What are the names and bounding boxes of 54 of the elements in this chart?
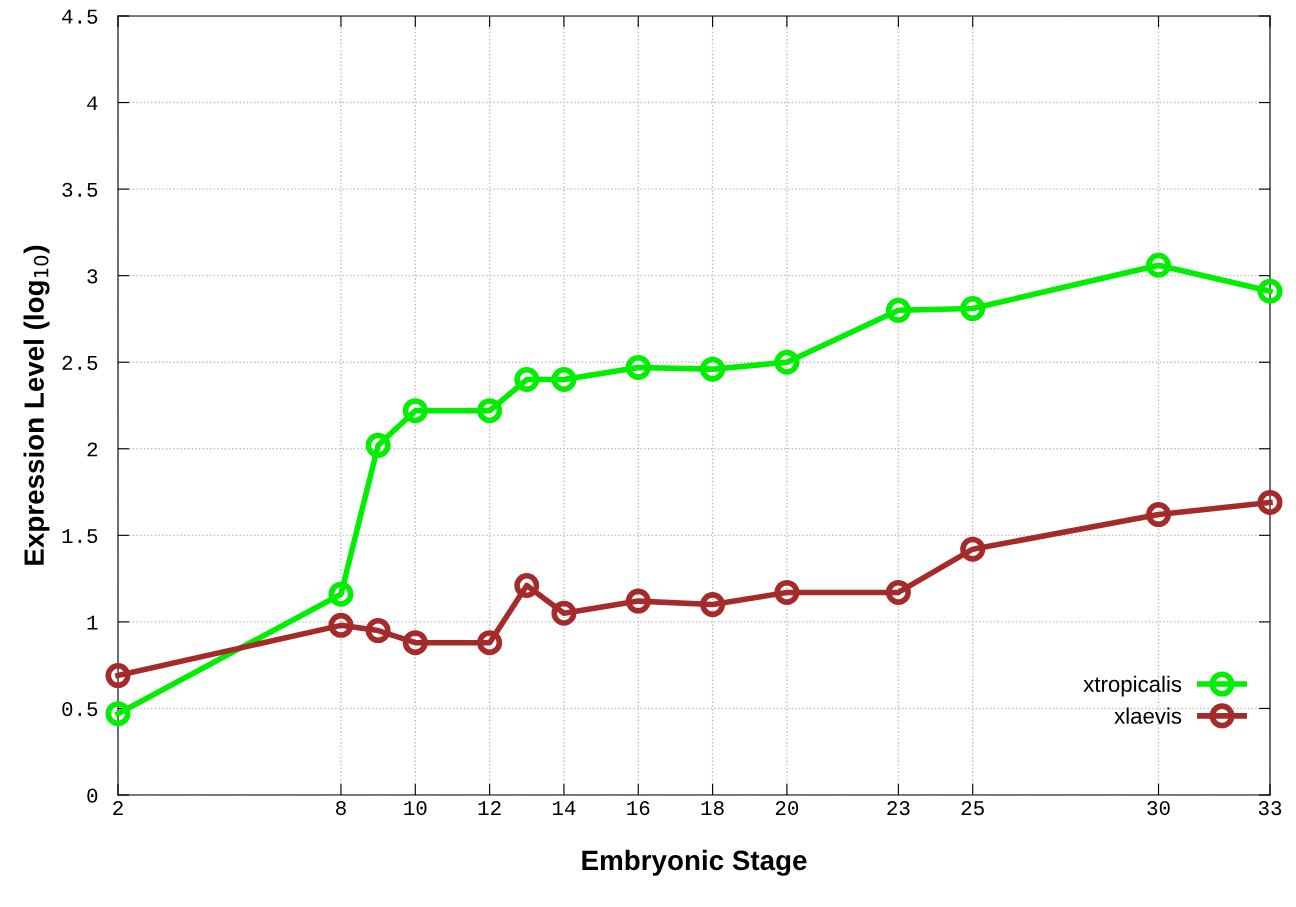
point [885,579,911,605]
point [700,592,726,618]
y-tick-label: 2 [87,442,98,457]
point [700,356,726,382]
point [1146,502,1172,528]
point [960,296,986,322]
y-tick-label: 2.5 [62,355,98,370]
point [402,398,428,424]
y-tick-label: 3.5 [62,182,98,197]
legend-label: xtropicalis [1083,675,1182,697]
point [1257,489,1283,515]
point [1146,252,1172,278]
point [328,581,354,607]
x-tick-label: 16 [627,801,650,816]
x-tick-label: 30 [1147,801,1170,816]
point [960,536,986,562]
x-tick-label: 25 [961,801,984,816]
point [774,349,800,375]
y-tick-label: 1 [87,615,98,630]
point [402,630,428,656]
y-axis-title: Expression Level (log$_{10}$) [23,245,50,565]
point [328,612,354,638]
x-tick-label: 10 [404,801,427,816]
point [105,663,131,689]
y-tick-label: 4 [87,96,98,111]
point [514,573,540,599]
point [365,618,391,644]
x-tick-label: 2 [113,801,123,815]
y-tick-label: 4.5 [62,9,98,24]
x-tick-label: 33 [1258,801,1282,816]
y-tick-label: 1.5 [62,529,98,544]
x-tick-label: 14 [552,801,576,815]
point [1257,278,1283,304]
x-tick-label: 12 [478,801,501,815]
point [774,579,800,605]
point [551,367,577,393]
point [514,367,540,393]
x-tick-label: 23 [887,801,910,816]
point [105,701,131,727]
point [477,630,503,656]
x-tick-label: 18 [701,801,724,816]
y-tick-label: 0 [87,788,98,803]
point [365,432,391,458]
legend-label: xlaevis [1114,707,1182,724]
point [551,600,577,626]
point [625,588,651,614]
y-tick-label: 0.5 [62,702,98,717]
point [477,398,503,424]
x-tick-label: 20 [775,801,799,816]
x-tick-label: 8 [336,801,346,816]
x-axis-title: Embryonic Stage [582,849,807,876]
point [625,354,651,380]
y-tick-label: 3 [87,269,98,284]
point [885,297,911,323]
